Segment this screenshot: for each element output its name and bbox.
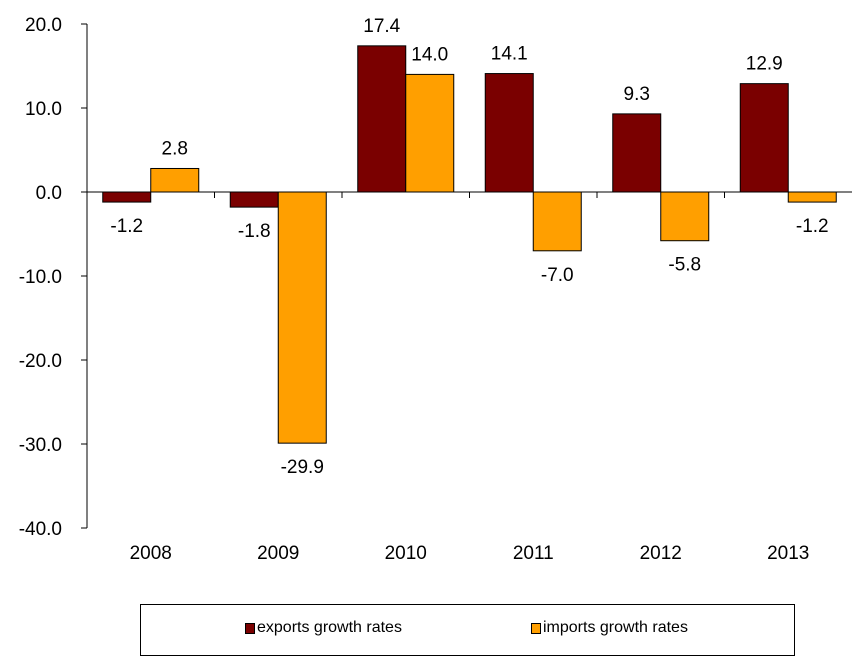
x-tick-label: 2008 (130, 543, 172, 564)
imports-data-label: -29.9 (281, 457, 324, 478)
exports-swatch-icon (245, 622, 255, 634)
exports-data-label: -1.2 (110, 216, 143, 237)
exports-data-label: 9.3 (624, 84, 650, 105)
exports-bar (739, 83, 789, 193)
imports-bar (532, 191, 582, 252)
imports-bar (277, 191, 327, 444)
y-tick-label: 10.0 (25, 99, 62, 120)
y-tick-label: -10.0 (19, 267, 62, 288)
imports-bar (660, 191, 710, 242)
y-tick-label: -20.0 (19, 351, 62, 372)
x-tick-label: 2013 (767, 543, 809, 564)
exports-data-label: 14.1 (491, 44, 528, 65)
legend-label-imports: imports growth rates (543, 619, 688, 636)
exports-bar (357, 45, 407, 193)
y-tick-label: -40.0 (19, 519, 62, 540)
exports-data-label: -1.8 (238, 221, 271, 242)
x-tick-label: 2011 (513, 543, 554, 564)
y-tick-label: 20.0 (25, 15, 62, 36)
imports-data-label: -5.8 (668, 255, 701, 276)
legend-item-exports: exports growth rates (245, 619, 402, 637)
exports-data-label: 12.9 (746, 54, 783, 75)
imports-bar (150, 167, 200, 193)
x-tick-label: 2009 (257, 543, 299, 564)
imports-swatch-icon (531, 622, 541, 634)
exports-data-label: 17.4 (363, 16, 400, 37)
imports-bar (405, 73, 455, 193)
imports-bar (787, 191, 837, 203)
x-tick-label: 2010 (385, 543, 427, 564)
x-tick-label: 2012 (640, 543, 682, 564)
exports-bar (484, 73, 534, 193)
exports-bar (229, 191, 279, 208)
imports-data-label: -7.0 (541, 265, 574, 286)
legend-label-exports: exports growth rates (257, 619, 402, 636)
imports-data-label: -1.2 (796, 216, 829, 237)
imports-data-label: 14.0 (411, 44, 448, 65)
imports-data-label: 2.8 (162, 138, 188, 159)
exports-bar (612, 113, 662, 193)
legend-item-imports: imports growth rates (531, 619, 688, 637)
y-tick-label: -30.0 (19, 435, 62, 456)
y-tick-label: 0.0 (36, 183, 62, 204)
legend: exports growth rates imports growth rate… (140, 604, 795, 656)
exports-bar (102, 191, 152, 203)
